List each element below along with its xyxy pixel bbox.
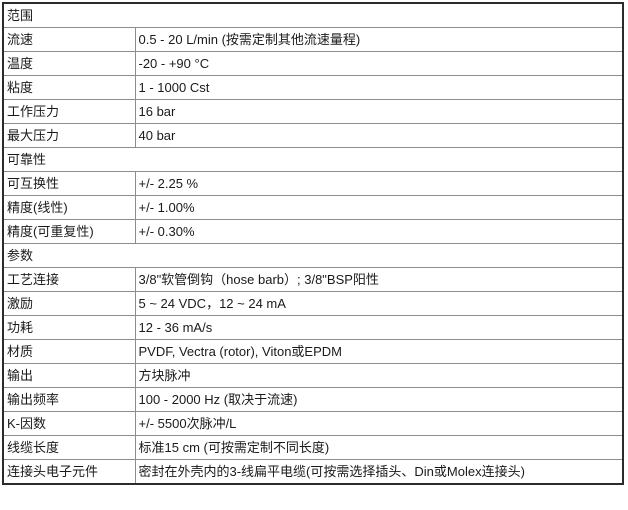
spec-label: 粘度: [2, 75, 136, 100]
table-row: 可互换性 +/- 2.25 %: [2, 171, 624, 196]
table-row: 激励 5 ~ 24 VDC，12 ~ 24 mA: [2, 291, 624, 316]
spec-label: 工艺连接: [2, 267, 136, 292]
spec-label: 激励: [2, 291, 136, 316]
table-row: 线缆长度 标准15 cm (可按需定制不同长度): [2, 435, 624, 460]
spec-table: 范围 流速 0.5 - 20 L/min (按需定制其他流速量程) 温度 -20…: [2, 2, 624, 485]
table-row: 输出频率 100 - 2000 Hz (取决于流速): [2, 387, 624, 412]
table-row: 输出 方块脉冲: [2, 363, 624, 388]
table-row: 最大压力 40 bar: [2, 123, 624, 148]
table-row: 精度(可重复性) +/- 0.30%: [2, 219, 624, 244]
table-row: 工艺连接 3/8"软管倒钩（hose barb）; 3/8"BSP阳性: [2, 267, 624, 292]
spec-value: +/- 1.00%: [134, 195, 624, 220]
spec-label: 材质: [2, 339, 136, 364]
spec-value: 方块脉冲: [134, 363, 624, 388]
section-row: 参数: [2, 243, 624, 268]
table-row: 流速 0.5 - 20 L/min (按需定制其他流速量程): [2, 27, 624, 52]
section-header: 可靠性: [2, 147, 624, 172]
spec-value: 100 - 2000 Hz (取决于流速): [134, 387, 624, 412]
spec-label: 输出频率: [2, 387, 136, 412]
spec-label: 功耗: [2, 315, 136, 340]
spec-value: +/- 5500次脉冲/L: [134, 411, 624, 436]
spec-label: 精度(线性): [2, 195, 136, 220]
table-row: K-因数 +/- 5500次脉冲/L: [2, 411, 624, 436]
spec-value: 0.5 - 20 L/min (按需定制其他流速量程): [134, 27, 624, 52]
spec-value: 密封在外壳内的3-线扁平电缆(可按需选择插头、Din或Molex连接头): [134, 459, 624, 485]
table-row: 连接头电子元件 密封在外壳内的3-线扁平电缆(可按需选择插头、Din或Molex…: [2, 459, 624, 485]
spec-value: 5 ~ 24 VDC，12 ~ 24 mA: [134, 291, 624, 316]
spec-label: K-因数: [2, 411, 136, 436]
section-header: 范围: [2, 2, 624, 28]
spec-label: 工作压力: [2, 99, 136, 124]
table-row: 温度 -20 - +90 °C: [2, 51, 624, 76]
section-header: 参数: [2, 243, 624, 268]
spec-label: 流速: [2, 27, 136, 52]
spec-label: 输出: [2, 363, 136, 388]
section-row: 范围: [2, 2, 624, 28]
spec-value: +/- 2.25 %: [134, 171, 624, 196]
spec-label: 最大压力: [2, 123, 136, 148]
spec-label: 温度: [2, 51, 136, 76]
spec-label: 连接头电子元件: [2, 459, 136, 485]
spec-value: 40 bar: [134, 123, 624, 148]
spec-value: PVDF, Vectra (rotor), Viton或EPDM: [134, 339, 624, 364]
spec-value: 1 - 1000 Cst: [134, 75, 624, 100]
section-row: 可靠性: [2, 147, 624, 172]
spec-label: 线缆长度: [2, 435, 136, 460]
table-row: 粘度 1 - 1000 Cst: [2, 75, 624, 100]
table-row: 功耗 12 - 36 mA/s: [2, 315, 624, 340]
spec-value: 3/8"软管倒钩（hose barb）; 3/8"BSP阳性: [134, 267, 624, 292]
table-row: 材质 PVDF, Vectra (rotor), Viton或EPDM: [2, 339, 624, 364]
spec-label: 精度(可重复性): [2, 219, 136, 244]
spec-value: 12 - 36 mA/s: [134, 315, 624, 340]
spec-value: +/- 0.30%: [134, 219, 624, 244]
table-row: 精度(线性) +/- 1.00%: [2, 195, 624, 220]
spec-value: 标准15 cm (可按需定制不同长度): [134, 435, 624, 460]
table-row: 工作压力 16 bar: [2, 99, 624, 124]
spec-value: 16 bar: [134, 99, 624, 124]
spec-value: -20 - +90 °C: [134, 51, 624, 76]
spec-label: 可互换性: [2, 171, 136, 196]
